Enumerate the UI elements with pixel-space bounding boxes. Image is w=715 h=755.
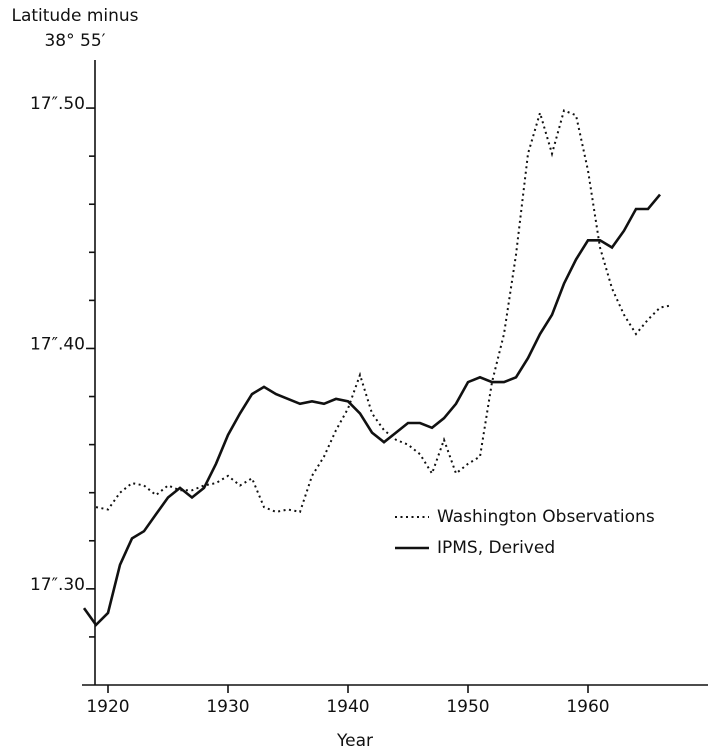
y-tick-label: 17″.30 <box>30 575 85 595</box>
legend-label: IPMS, Derived <box>437 538 555 558</box>
legend-label: Washington Observations <box>437 507 655 527</box>
x-tick-label: 1930 <box>206 697 249 717</box>
x-tick-label: 1920 <box>86 697 129 717</box>
data-line <box>82 193 661 627</box>
y-axis-label: 38° 55′ <box>44 31 105 51</box>
x-tick-label: 1940 <box>326 697 369 717</box>
x-tick-label: 1950 <box>446 697 489 717</box>
y-tick-label: 17″.40 <box>30 334 85 354</box>
y-axis-label: Latitude minus <box>11 6 138 26</box>
y-tick-label: 17″.50 <box>30 94 85 114</box>
data-line <box>95 109 673 514</box>
x-tick-label: 1960 <box>566 697 609 717</box>
x-axis-label: Year <box>336 731 373 751</box>
